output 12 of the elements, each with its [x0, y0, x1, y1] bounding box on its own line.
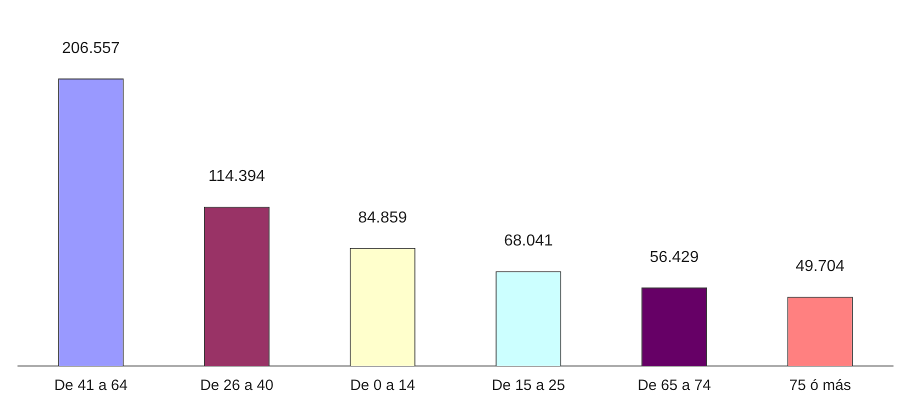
data-label: 56.429	[650, 248, 699, 266]
data-label: 68.041	[504, 232, 553, 250]
x-tick-label: 75 ó más	[789, 377, 851, 394]
data-label: 49.704	[796, 258, 845, 276]
x-tick-label: De 41 a 64	[54, 377, 128, 394]
data-label: 206.557	[62, 40, 120, 57]
data-label: 114.394	[208, 168, 266, 186]
x-tick-label: De 26 a 40	[200, 377, 274, 394]
x-tick-label: De 15 a 25	[492, 377, 566, 394]
x-tick-label: De 0 a 14	[350, 377, 416, 394]
x-tick-label: De 65 a 74	[638, 377, 711, 394]
data-label: 84.859	[358, 209, 408, 226]
